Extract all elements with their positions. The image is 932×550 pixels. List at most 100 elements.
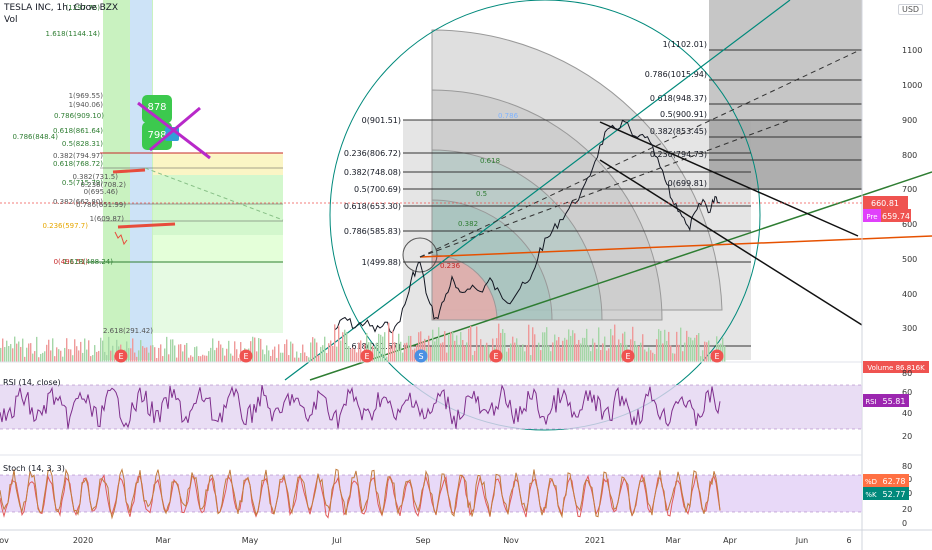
volume-bar bbox=[618, 339, 620, 362]
rsi-badge bbox=[863, 394, 879, 407]
volume-bar bbox=[406, 342, 408, 362]
volume-bar bbox=[452, 332, 454, 362]
volume-bar bbox=[268, 350, 270, 362]
volume-bar bbox=[710, 357, 712, 362]
volume-bar bbox=[310, 342, 312, 362]
volume-bar bbox=[162, 356, 164, 362]
volume-bar bbox=[164, 348, 166, 362]
volume-bar bbox=[576, 344, 578, 362]
volume-bar bbox=[620, 343, 622, 362]
volume-bar bbox=[504, 332, 506, 362]
volume-bar bbox=[288, 355, 290, 362]
rsi-badge-label: RSI bbox=[865, 398, 876, 406]
fib-right-label: 0.786(1015.94) bbox=[645, 70, 707, 79]
rsi-line bbox=[0, 383, 721, 429]
volume-bar bbox=[674, 353, 676, 362]
volume-bar bbox=[376, 342, 378, 362]
volume-bar bbox=[640, 342, 642, 362]
event-marker bbox=[489, 349, 503, 363]
volume-bar bbox=[196, 346, 198, 362]
event-marker-label: E bbox=[714, 352, 719, 361]
volume-bar bbox=[488, 346, 490, 362]
volume-bar bbox=[52, 338, 54, 362]
fib-left-label: 0.618(768.72) bbox=[53, 160, 103, 168]
volume-bar bbox=[262, 349, 264, 362]
volume-bar bbox=[348, 346, 350, 362]
volume-bar bbox=[512, 336, 514, 362]
volume-bar bbox=[548, 345, 550, 362]
fib-right-label: 0.236(794.73) bbox=[650, 150, 707, 159]
volume-bar bbox=[530, 355, 532, 362]
fib-zone-green-bottom bbox=[153, 263, 283, 333]
fib-right-label: 0.618(948.37) bbox=[650, 94, 707, 103]
volume-bar bbox=[80, 341, 82, 362]
volume-bar bbox=[330, 340, 332, 362]
volume-bar bbox=[46, 344, 48, 362]
volume-bar bbox=[434, 341, 436, 362]
badge-1-label: 1 bbox=[176, 141, 181, 150]
volume-bar bbox=[428, 335, 430, 362]
volume-bar bbox=[358, 342, 360, 362]
fib-left-label: 0.382(731.5) bbox=[72, 173, 118, 181]
volume-bar bbox=[584, 337, 586, 362]
volume-bar bbox=[278, 344, 280, 362]
volume-bar bbox=[722, 337, 724, 362]
volume-bar bbox=[646, 351, 648, 362]
price-axis-tick: 500 bbox=[902, 255, 917, 264]
volume-bar bbox=[342, 332, 344, 362]
volume-bar bbox=[562, 340, 564, 362]
volume-bar bbox=[332, 345, 334, 362]
volume-bar bbox=[204, 355, 206, 362]
volume-bar bbox=[662, 343, 664, 362]
stoch-d-value-badge bbox=[879, 474, 909, 487]
volume-bar bbox=[552, 342, 554, 362]
volume-bar bbox=[234, 341, 236, 362]
volume-bar bbox=[328, 343, 330, 362]
fib-left-label: 0.786(651.99) bbox=[76, 201, 126, 209]
volume-bar bbox=[590, 351, 592, 362]
volume-bar bbox=[100, 337, 102, 362]
volume-bar bbox=[614, 324, 616, 362]
volume-bar bbox=[104, 351, 106, 362]
time-axis-label: Jul bbox=[331, 536, 342, 545]
volume-bar bbox=[632, 326, 634, 362]
volume-bar bbox=[168, 354, 170, 362]
volume-bar bbox=[312, 337, 314, 362]
fib-mid-label: 1(499.88) bbox=[362, 258, 401, 267]
volume-bar bbox=[272, 349, 274, 362]
trend-dashed-mid bbox=[419, 119, 791, 258]
volume-bar bbox=[540, 350, 542, 362]
fib-left-label: 0.786(848.4) bbox=[12, 133, 58, 141]
price-axis-tick: 400 bbox=[902, 290, 917, 299]
volume-bar bbox=[138, 350, 140, 362]
volume-bar bbox=[22, 338, 24, 362]
volume-bar bbox=[430, 346, 432, 362]
volume-bar bbox=[258, 338, 260, 362]
volume-bar bbox=[608, 348, 610, 362]
price-axis-tick: 300 bbox=[902, 324, 917, 333]
stoch-axis-tick: 0 bbox=[902, 519, 907, 528]
volume-bar bbox=[88, 340, 90, 362]
fib-right-label: 0.5(900.91) bbox=[660, 110, 707, 119]
volume-bar bbox=[170, 339, 172, 362]
volume-bar bbox=[716, 336, 718, 362]
volume-bar bbox=[230, 353, 232, 362]
volume-bar bbox=[570, 335, 572, 362]
volume-bar bbox=[510, 343, 512, 362]
volume-bar bbox=[564, 337, 566, 362]
volume-bar bbox=[26, 347, 28, 362]
volume-bar bbox=[544, 332, 546, 362]
volume-bar bbox=[62, 356, 64, 362]
fib-right-label: 0.382(853.45) bbox=[650, 127, 707, 136]
volume-bar bbox=[92, 355, 94, 362]
volume-bar bbox=[688, 336, 690, 362]
volume-bar bbox=[210, 347, 212, 362]
volume-bar bbox=[382, 336, 384, 362]
fib-mid-label: 0.618(653.30) bbox=[344, 202, 401, 211]
currency-button[interactable]: USD bbox=[898, 4, 924, 15]
volume-bar bbox=[500, 332, 502, 362]
volume-bar bbox=[188, 357, 190, 362]
volume-bar bbox=[24, 356, 26, 362]
volume-bar bbox=[294, 357, 296, 362]
